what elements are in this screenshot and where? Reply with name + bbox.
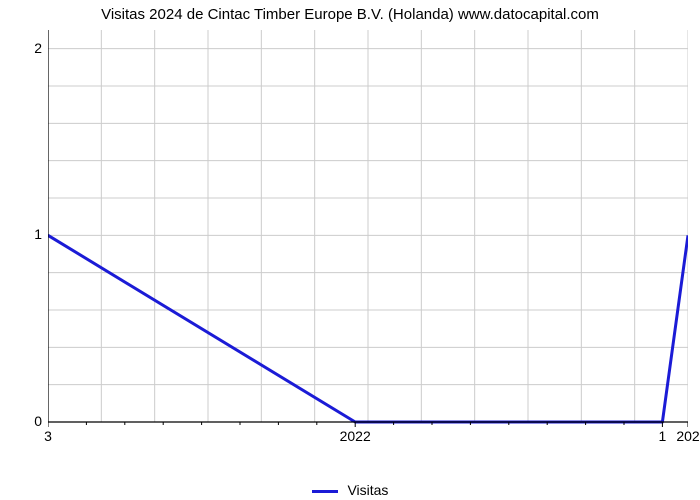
legend-label: Visitas [347, 482, 388, 498]
x-tick-label: 2022 [340, 428, 371, 444]
x-tick-label: 1 [658, 428, 666, 444]
x-tick-label: 202 [676, 428, 699, 444]
y-tick-label: 1 [2, 226, 42, 242]
y-tick-label: 0 [2, 413, 42, 429]
chart-svg [48, 30, 688, 450]
y-tick-label: 2 [2, 40, 42, 56]
x-tick-label: 3 [44, 428, 52, 444]
legend-swatch [312, 490, 338, 493]
legend: Visitas [0, 482, 700, 498]
chart-area: 012320221202 [48, 30, 688, 450]
chart-title: Visitas 2024 de Cintac Timber Europe B.V… [0, 6, 700, 23]
